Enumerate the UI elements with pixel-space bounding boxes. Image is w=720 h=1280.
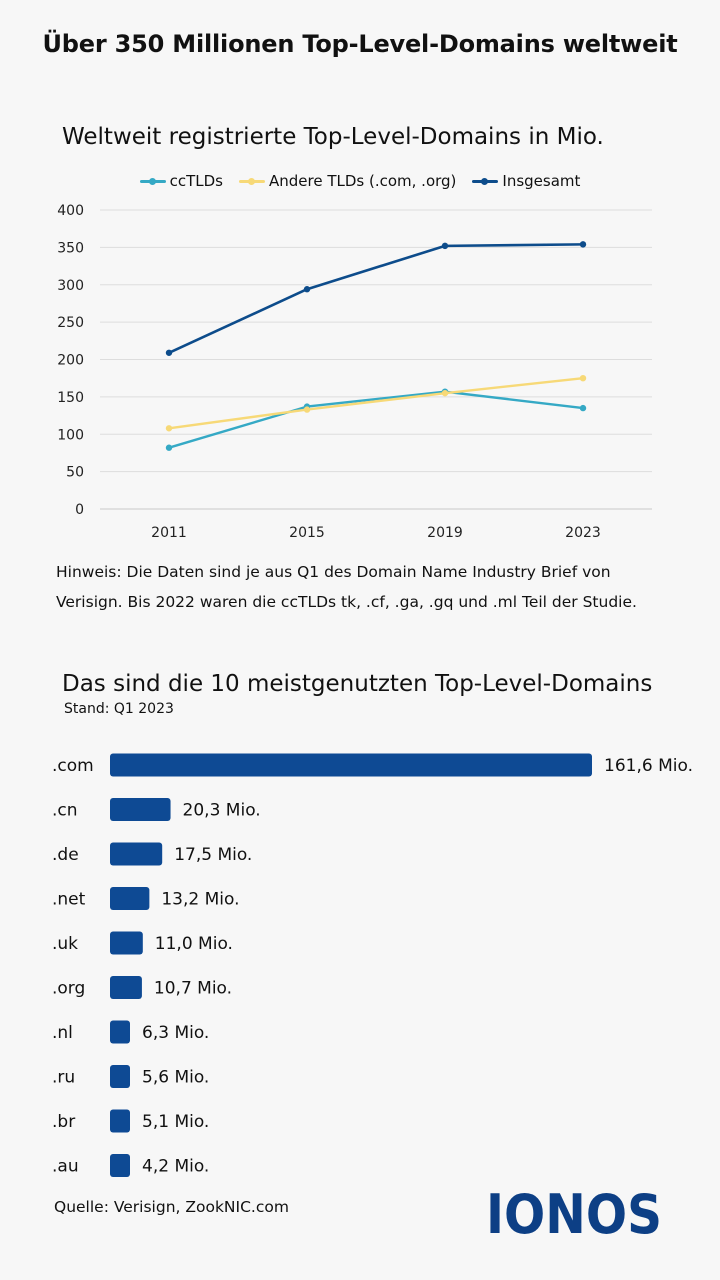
legend-label-other: Andere TLDs (.com, .org) bbox=[268, 172, 457, 190]
legend-label-cctlds: ccTLDs bbox=[169, 172, 223, 190]
data-point bbox=[579, 241, 587, 248]
data-point bbox=[165, 425, 173, 432]
source-note: Quelle: Verisign, ZookNIC.com bbox=[54, 1198, 289, 1216]
bar-category-label: .br bbox=[52, 1112, 75, 1132]
data-point bbox=[303, 406, 311, 413]
bar-category-label: .net bbox=[52, 890, 86, 910]
bar-category-label: .nl bbox=[52, 1023, 73, 1043]
bar-category-label: .de bbox=[52, 845, 79, 865]
data-point bbox=[441, 389, 449, 397]
x-tick-label: 2023 bbox=[565, 525, 601, 541]
bar-category-label: .org bbox=[52, 979, 85, 999]
bar-category-label: .cn bbox=[52, 801, 78, 821]
series-line-1 bbox=[168, 376, 584, 430]
bar-chart-title: Das sind die 10 meistgenutzten Top-Level… bbox=[62, 671, 653, 697]
bar bbox=[110, 1020, 130, 1044]
x-tick-label: 2011 bbox=[151, 525, 187, 541]
bar bbox=[110, 976, 142, 999]
data-point bbox=[165, 444, 173, 451]
y-tick-label: 200 bbox=[57, 353, 84, 369]
ionos-logo: IONOS bbox=[486, 1187, 662, 1239]
bar-value-label: 17,5 Mio. bbox=[174, 845, 252, 865]
line-chart-title: Weltweit registrierte Top-Level-Domains … bbox=[62, 124, 604, 150]
line-chart: 0 50 100 150 200 250 300 350 400 2011 2015 2019 2023 bbox=[57, 203, 652, 541]
data-point bbox=[579, 404, 587, 412]
bar-value-label: 4,2 Mio. bbox=[142, 1157, 209, 1177]
y-tick-label: 250 bbox=[57, 315, 84, 331]
bar-value-label: 10,7 Mio. bbox=[154, 979, 232, 999]
bar bbox=[110, 842, 163, 866]
page-title: Über 350 Millionen Top-Level-Domains wel… bbox=[42, 30, 678, 58]
legend-item-cctlds: ccTLDs bbox=[139, 172, 223, 190]
bar-chart: .com 161,6 Mio. .cn 20,3 Mio. .de 17,5 Mio. .n… bbox=[52, 753, 693, 1177]
bar-value-label: 5,6 Mio. bbox=[142, 1068, 209, 1088]
bar bbox=[110, 1065, 130, 1088]
y-tick-label: 400 bbox=[57, 203, 84, 219]
legend-item-other: Andere TLDs (.com, .org) bbox=[238, 172, 457, 190]
data-point bbox=[441, 242, 449, 250]
series-line-0 bbox=[168, 390, 584, 449]
data-point bbox=[579, 374, 587, 382]
bar-category-label: .au bbox=[52, 1157, 79, 1177]
bar-chart-subtitle: Stand: Q1 2023 bbox=[64, 701, 174, 717]
bar bbox=[110, 1109, 130, 1133]
y-tick-label: 50 bbox=[66, 465, 84, 481]
bar bbox=[110, 931, 143, 955]
data-point bbox=[303, 286, 311, 293]
y-tick-label: 350 bbox=[57, 240, 84, 256]
logo-text: IONOS bbox=[486, 1187, 662, 1239]
bar bbox=[110, 753, 592, 777]
bar-category-label: .uk bbox=[52, 934, 78, 954]
bar-value-label: 13,2 Mio. bbox=[161, 890, 239, 910]
x-tick-label: 2015 bbox=[289, 525, 325, 541]
legend-item-total: Insgesamt bbox=[472, 172, 580, 190]
bar-value-label: 161,6 Mio. bbox=[604, 756, 693, 776]
y-tick-label: 100 bbox=[57, 427, 84, 443]
bar-value-label: 11,0 Mio. bbox=[155, 934, 233, 954]
legend-label-total: Insgesamt bbox=[502, 172, 581, 190]
y-tick-label: 300 bbox=[57, 278, 84, 294]
legend-swatch-total bbox=[472, 177, 499, 185]
bar-value-label: 20,3 Mio. bbox=[183, 801, 261, 821]
bar-value-label: 5,1 Mio. bbox=[142, 1112, 209, 1132]
legend-swatch-cctlds bbox=[139, 177, 166, 185]
chart-note: Hinweis: Die Daten sind je aus Q1 des Do… bbox=[56, 563, 637, 611]
series-line-2 bbox=[168, 243, 584, 354]
legend-swatch-other bbox=[238, 177, 265, 185]
y-tick-label: 0 bbox=[75, 502, 84, 518]
x-tick-label: 2019 bbox=[427, 525, 463, 541]
y-tick-label: 150 bbox=[57, 390, 84, 406]
bar-category-label: .ru bbox=[52, 1068, 75, 1088]
bar bbox=[110, 1154, 130, 1177]
line-chart-legend: ccTLDs Andere TLDs (.com, .org) Insgesam… bbox=[0, 172, 720, 190]
bar bbox=[110, 798, 171, 821]
data-point bbox=[165, 349, 173, 356]
bar bbox=[110, 887, 150, 910]
bar-value-label: 6,3 Mio. bbox=[142, 1023, 209, 1043]
bar-category-label: .com bbox=[52, 756, 94, 776]
